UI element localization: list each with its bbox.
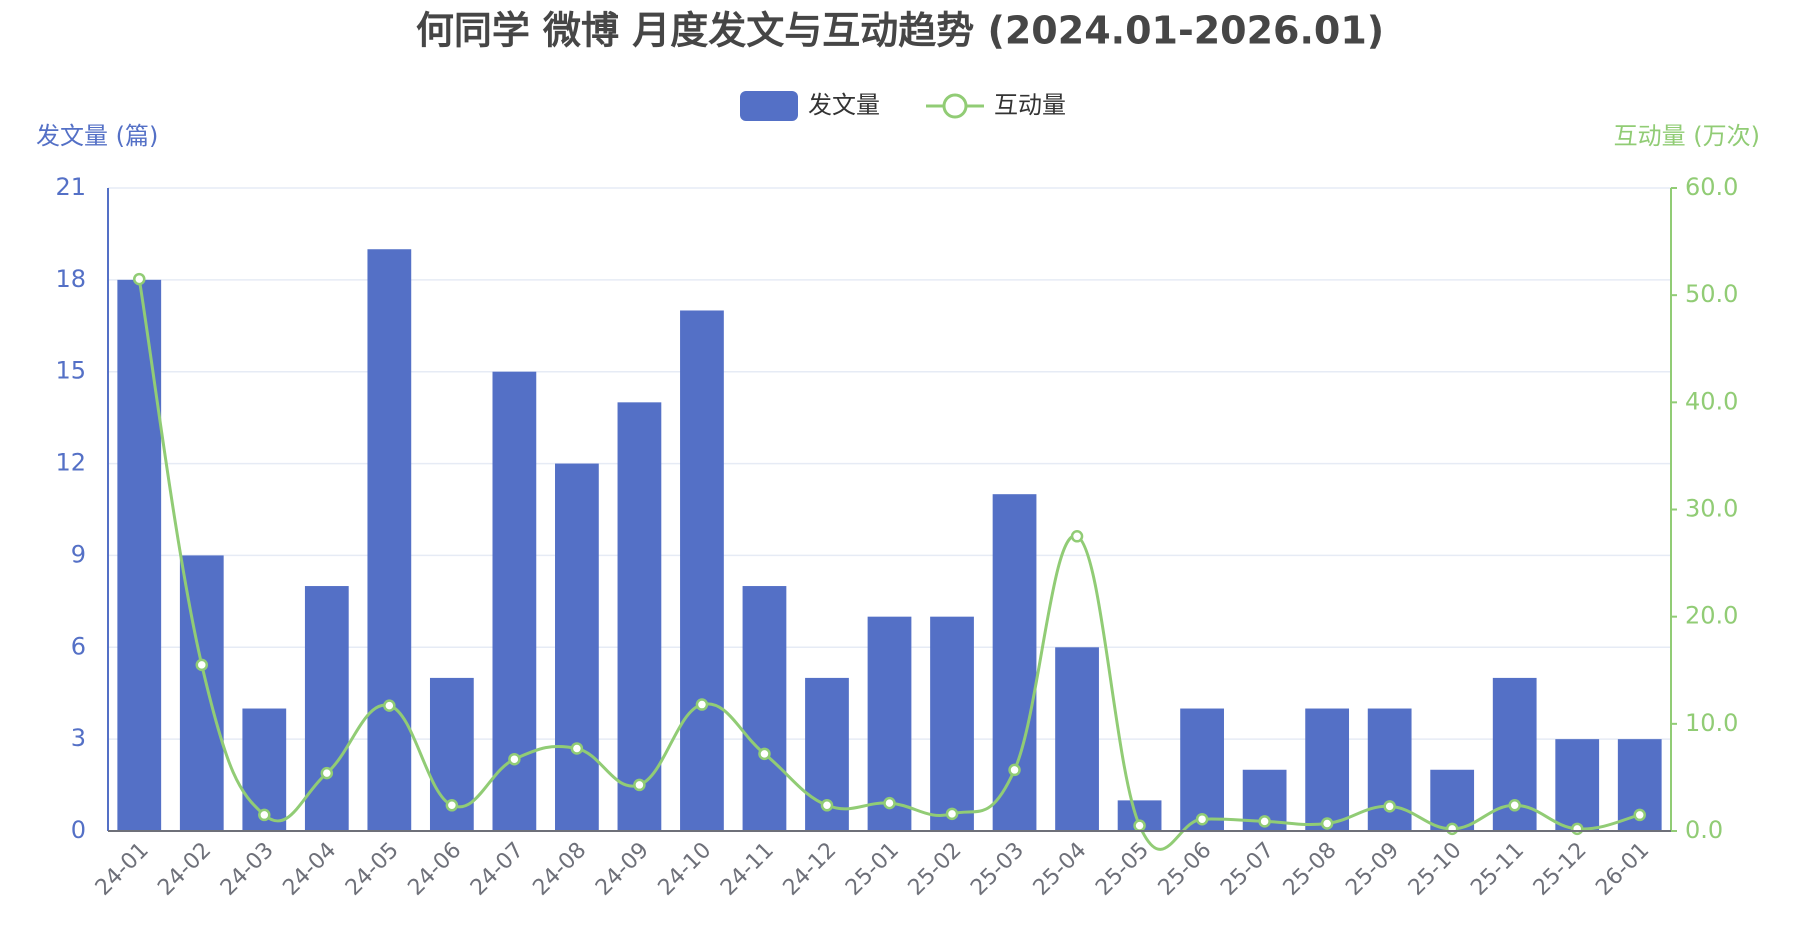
line-point bbox=[633, 778, 646, 792]
x-tick-label: 25-09 bbox=[1341, 838, 1404, 901]
x-tick-label: 24-01 bbox=[91, 838, 154, 901]
bar bbox=[367, 249, 412, 831]
chart-title: 何同学 微博 月度发文与互动趋势 (2024.01-2026.01) bbox=[416, 9, 1384, 53]
line-point bbox=[883, 796, 896, 810]
y2-tick-label: 30.0 bbox=[1685, 495, 1738, 523]
bar bbox=[1430, 769, 1475, 831]
x-tick-label: 25-01 bbox=[841, 838, 904, 901]
line-point bbox=[1445, 822, 1459, 836]
line-point bbox=[1070, 530, 1084, 543]
line-point bbox=[758, 747, 771, 761]
line-point bbox=[1008, 763, 1021, 777]
line-point bbox=[195, 658, 209, 672]
x-tick-label: 25-10 bbox=[1404, 838, 1467, 901]
line-point bbox=[820, 799, 834, 812]
line-point bbox=[1570, 822, 1584, 836]
y2-axis-title: 互动量 (万次) bbox=[1614, 122, 1760, 150]
y-tick-label: 6 bbox=[71, 632, 86, 660]
x-tick-label: 24-07 bbox=[466, 838, 529, 901]
bar bbox=[992, 494, 1037, 831]
y-axis-title: 发文量 (篇) bbox=[36, 122, 158, 150]
x-tick-label: 24-03 bbox=[216, 838, 279, 901]
x-tick-label: 24-11 bbox=[716, 838, 779, 901]
x-tick-label: 26-01 bbox=[1591, 838, 1654, 901]
y-tick-label: 15 bbox=[55, 357, 86, 385]
bar bbox=[117, 279, 162, 831]
line-point bbox=[508, 752, 521, 766]
line-point bbox=[320, 766, 334, 780]
bar bbox=[1555, 739, 1600, 831]
line-point bbox=[445, 799, 459, 812]
line-point bbox=[1133, 819, 1146, 832]
line-point bbox=[133, 272, 146, 286]
y2-tick-label: 40.0 bbox=[1685, 387, 1738, 415]
legend-label: 发文量 bbox=[808, 91, 880, 119]
line-point bbox=[945, 807, 959, 821]
x-tick-label: 25-08 bbox=[1279, 838, 1342, 901]
line-point bbox=[383, 699, 396, 712]
bar bbox=[742, 586, 787, 831]
line-point bbox=[570, 742, 584, 755]
x-tick-label: 25-03 bbox=[966, 838, 1029, 901]
y-tick-label: 9 bbox=[71, 540, 86, 568]
x-tick-label: 25-12 bbox=[1529, 838, 1592, 901]
bar bbox=[1180, 708, 1224, 831]
line-point bbox=[1383, 800, 1396, 813]
x-tick-label: 25-04 bbox=[1029, 838, 1092, 901]
y-tick-label: 18 bbox=[55, 265, 86, 293]
line-point bbox=[1633, 808, 1646, 822]
bar bbox=[555, 463, 599, 831]
x-tick-label: 24-06 bbox=[403, 838, 466, 901]
x-tick-label: 24-08 bbox=[528, 838, 591, 901]
bar bbox=[680, 310, 724, 831]
x-tick-label: 25-06 bbox=[1154, 838, 1217, 901]
legend-swatch bbox=[740, 91, 798, 121]
x-tick-label: 24-12 bbox=[779, 838, 842, 901]
bar bbox=[930, 616, 974, 831]
x-tick-label: 24-09 bbox=[591, 838, 654, 901]
x-tick-label: 24-10 bbox=[654, 838, 717, 901]
bar bbox=[1055, 647, 1099, 831]
line-point bbox=[1195, 812, 1209, 826]
x-tick-label: 25-07 bbox=[1216, 838, 1279, 901]
line-point bbox=[258, 808, 271, 822]
x-tick-label: 24-05 bbox=[341, 838, 404, 901]
bar bbox=[1305, 708, 1350, 831]
x-tick-label: 25-02 bbox=[904, 838, 967, 901]
line-point bbox=[1508, 799, 1521, 812]
legend-label: 互动量 bbox=[994, 91, 1066, 119]
y2-tick-label: 60.0 bbox=[1685, 173, 1738, 201]
line-point bbox=[1258, 815, 1271, 828]
line bbox=[137, 278, 1641, 851]
line-point bbox=[1320, 817, 1334, 830]
x-tick-label: 25-11 bbox=[1466, 838, 1529, 901]
y2-tick-label: 20.0 bbox=[1685, 602, 1738, 630]
bar bbox=[1367, 708, 1412, 831]
bar bbox=[304, 586, 349, 831]
legend-swatch bbox=[942, 93, 968, 119]
line-point bbox=[695, 698, 709, 711]
y-tick-label: 3 bbox=[71, 724, 86, 752]
x-tick-label: 24-02 bbox=[153, 838, 216, 901]
x-tick-label: 25-05 bbox=[1091, 838, 1154, 901]
bar bbox=[867, 616, 912, 831]
y2-tick-label: 50.0 bbox=[1685, 280, 1738, 308]
bar bbox=[617, 402, 662, 831]
bar bbox=[179, 555, 224, 831]
x-tick-label: 24-04 bbox=[278, 838, 341, 901]
y-tick-label: 12 bbox=[55, 449, 86, 477]
y2-tick-label: 10.0 bbox=[1685, 709, 1738, 737]
y-tick-label: 21 bbox=[55, 173, 86, 201]
y2-tick-label: 0.0 bbox=[1685, 816, 1723, 844]
y-tick-label: 0 bbox=[71, 816, 86, 844]
